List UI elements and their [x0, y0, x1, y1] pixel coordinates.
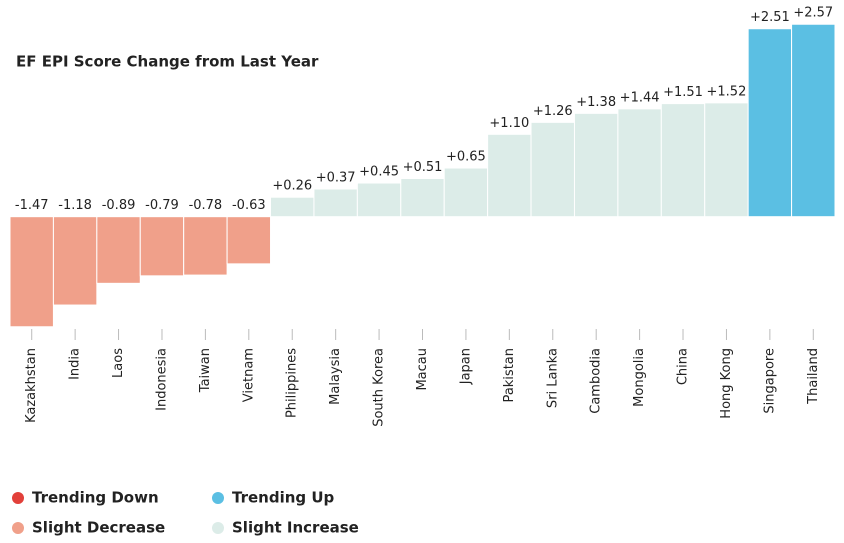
value-label: -0.79 — [145, 198, 179, 213]
value-label: +1.26 — [533, 104, 573, 119]
legend-label: Slight Decrease — [32, 519, 165, 537]
value-label: +2.57 — [793, 6, 833, 21]
legend-swatch — [12, 492, 24, 504]
x-tick-label: Laos — [111, 348, 126, 378]
x-tick-label: Vietnam — [241, 348, 256, 402]
value-label: +1.44 — [620, 90, 660, 105]
value-label: +2.51 — [750, 10, 790, 25]
value-label: -0.78 — [189, 198, 223, 213]
chart-title: EF EPI Score Change from Last Year — [16, 53, 319, 71]
value-label: +0.26 — [272, 179, 312, 194]
value-label: -0.89 — [102, 198, 136, 213]
bar — [139, 216, 185, 277]
bar — [791, 23, 836, 218]
legend-swatch — [212, 522, 224, 534]
legend-label: Trending Up — [232, 489, 335, 507]
bar — [9, 216, 54, 328]
x-tick-label: Sri Lanka — [545, 348, 560, 408]
legend-label: Slight Increase — [232, 519, 359, 537]
bar — [660, 103, 706, 218]
value-label: +0.37 — [316, 170, 356, 185]
x-tick-label: Pakistan — [502, 348, 517, 402]
x-tick-label: India — [68, 348, 83, 380]
bar — [704, 102, 749, 218]
bar — [573, 112, 619, 218]
value-label: -1.18 — [58, 198, 92, 213]
x-tick-label: Malaysia — [328, 348, 343, 405]
legend-swatch — [212, 492, 224, 504]
bar — [400, 177, 445, 218]
x-tick-label: Taiwan — [198, 348, 213, 393]
bar — [96, 216, 141, 284]
value-label: +0.51 — [403, 160, 443, 175]
x-tick-label: Japan — [458, 348, 473, 385]
bar — [487, 133, 532, 218]
legend-swatch — [12, 522, 24, 534]
x-tick-label: Thailand — [806, 348, 821, 405]
value-label: +1.52 — [707, 84, 747, 99]
bar — [270, 196, 315, 218]
legend-label: Trending Down — [32, 489, 159, 507]
bar — [313, 188, 358, 218]
x-tick-label: South Korea — [372, 348, 387, 427]
bar — [52, 216, 98, 306]
x-tick-label: Cambodia — [589, 348, 604, 414]
bar — [443, 167, 489, 218]
value-label: -1.47 — [15, 198, 49, 213]
x-tick-label: China — [676, 348, 691, 385]
x-tick-label: Kazakhstan — [24, 348, 39, 423]
value-label: +1.38 — [576, 95, 616, 110]
x-tick-label: Philippines — [285, 348, 300, 418]
value-label: +1.10 — [489, 116, 529, 131]
x-tick-label: Singapore — [762, 348, 777, 414]
x-tick-label: Indonesia — [154, 348, 169, 411]
value-label: +0.65 — [446, 150, 486, 165]
bar — [226, 216, 272, 265]
value-label: +0.45 — [359, 164, 399, 179]
x-tick-label: Hong Kong — [719, 348, 734, 419]
bar — [617, 108, 662, 218]
bar — [356, 182, 402, 218]
value-label: +1.51 — [663, 85, 703, 100]
value-label: -0.63 — [232, 198, 266, 213]
x-tick-label: Macau — [415, 348, 430, 391]
bar — [530, 121, 575, 218]
x-tick-label: Mongolia — [632, 348, 647, 407]
bar — [183, 216, 228, 276]
bar — [747, 28, 793, 218]
